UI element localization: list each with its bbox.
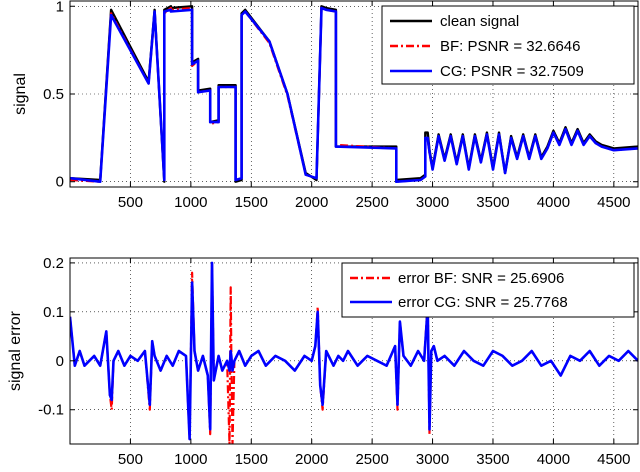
top-plot: 500 1000 1500 2000 2500 3000 3500 4000 4500 0 0.5 1…	[12, 0, 639, 211]
bottom-legend-box	[341, 262, 635, 318]
y-tick-label: 0	[56, 174, 64, 191]
top-legend: clean signal BF: PSNR = 32.6646 CG: PSNR…	[381, 5, 635, 85]
y-tick-label: 1	[56, 0, 64, 15]
series-line-p0-2	[70, 6, 638, 183]
x-tick-label: 2500	[355, 194, 388, 211]
x-tick-label: 2500	[355, 451, 388, 468]
y-tick-label: 0	[56, 353, 64, 370]
top-y-axis-label: signal	[12, 73, 29, 115]
legend-label-clean: clean signal	[440, 13, 519, 30]
y-tick-label: 0.5	[43, 86, 64, 103]
series-line-p1-1	[70, 261, 638, 441]
y-tick-label: -0.1	[38, 402, 64, 419]
x-tick-label: 3000	[416, 194, 449, 211]
bottom-legend: error BF: SNR = 25.6906 error CG: SNR = …	[341, 262, 635, 318]
legend-label-error-bf: error BF: SNR = 25.6906	[398, 270, 564, 287]
legend-label-error-cg: error CG: SNR = 25.7768	[398, 294, 568, 311]
x-tick-label: 2000	[295, 451, 328, 468]
x-tick-label: 500	[118, 194, 143, 211]
legend-label-bf: BF: PSNR = 32.6646	[440, 38, 581, 55]
y-tick-label: 0.2	[43, 255, 64, 272]
top-series	[70, 5, 638, 183]
bottom-plot: 500 1000 1500 2000 2500 3000 3500 4000 4500 -0.1 0…	[7, 255, 639, 468]
x-tick-label: 1500	[235, 451, 268, 468]
bottom-series	[70, 261, 638, 444]
x-tick-label: 4000	[537, 451, 570, 468]
x-tick-label: 500	[118, 451, 143, 468]
top-grid	[70, 1, 638, 187]
x-tick-label: 1000	[174, 194, 207, 211]
x-tick-label: 4500	[597, 451, 630, 468]
x-tick-label: 2000	[295, 194, 328, 211]
legend-label-cg: CG: PSNR = 32.7509	[440, 63, 584, 80]
x-tick-label: 3500	[476, 451, 509, 468]
top-ticks: 500 1000 1500 2000 2500 3000 3500 4000 4500 0 0.5 1	[43, 0, 638, 211]
x-tick-label: 1000	[174, 451, 207, 468]
bottom-plot-frame	[69, 257, 639, 445]
x-tick-label: 3000	[416, 451, 449, 468]
x-tick-label: 3500	[476, 194, 509, 211]
x-tick-label: 1500	[235, 194, 268, 211]
bottom-ticks: 500 1000 1500 2000 2500 3000 3500 4000 4500 -0.1 0…	[38, 255, 638, 468]
x-tick-label: 4000	[537, 194, 570, 211]
x-tick-label: 4500	[597, 194, 630, 211]
bottom-y-axis-label: signal error	[7, 310, 24, 391]
y-tick-label: 0.1	[43, 304, 64, 321]
